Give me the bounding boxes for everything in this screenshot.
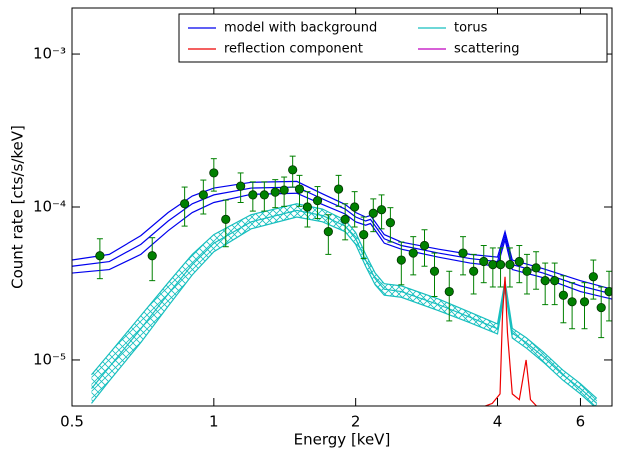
data-point (604, 286, 612, 297)
data-point (514, 256, 524, 267)
data-point (479, 256, 489, 267)
data-point (288, 165, 298, 175)
band-line (91, 216, 595, 406)
data-point (350, 202, 360, 212)
x-tick-label: 6 (576, 413, 586, 431)
data-point (340, 214, 350, 224)
data-point (408, 248, 418, 258)
data-point (198, 190, 208, 200)
data-point (531, 263, 541, 273)
data-point (95, 251, 105, 261)
data-point (444, 286, 454, 297)
x-axis-label: Energy [keV] (294, 431, 391, 449)
data-point (558, 290, 568, 300)
data-point (236, 181, 246, 191)
legend-label: scattering (454, 42, 520, 57)
model-line (483, 276, 538, 406)
band-line (91, 203, 598, 399)
data-point (221, 214, 231, 224)
data-point (323, 227, 333, 237)
legend: model with background torus reflection com… (178, 13, 608, 63)
data-point (579, 297, 590, 307)
legend-box (178, 13, 608, 63)
data-point (540, 276, 550, 286)
data-point (312, 196, 323, 206)
data-point (359, 230, 369, 240)
legend-label: model with background (224, 21, 377, 36)
data-point (458, 248, 468, 258)
data-point (334, 184, 344, 194)
data-point (180, 199, 190, 209)
data-point (567, 297, 577, 307)
data-point (488, 260, 498, 270)
data-point (259, 190, 269, 200)
legend-label: reflection component (224, 42, 363, 57)
data-point (429, 266, 440, 276)
data-point (396, 255, 406, 265)
data-point (495, 260, 506, 270)
data-point (248, 190, 258, 200)
x-tick-label: 1 (209, 413, 219, 431)
data-point (419, 240, 430, 251)
data-point (294, 184, 305, 194)
data-point (550, 276, 560, 286)
plot-area (72, 155, 612, 406)
data-point (368, 208, 378, 218)
data-point (596, 302, 606, 313)
band-fill (91, 203, 597, 406)
x-tick-label: 4 (493, 413, 503, 431)
data-point (385, 218, 395, 228)
data-point (469, 266, 479, 276)
data-point (147, 251, 157, 261)
y-axis-label: Count rate [cts/s/keV] (9, 125, 27, 289)
data-point (505, 260, 515, 270)
data-point (302, 202, 313, 212)
legend-label: torus (454, 21, 488, 36)
y-tick-label: 10⁻⁵ (33, 350, 66, 368)
y-tick-label: 10⁻⁴ (33, 198, 66, 216)
data-point (376, 205, 387, 215)
data-point (522, 266, 532, 276)
data-point (270, 187, 280, 197)
data-point (588, 272, 598, 282)
data-point (279, 185, 289, 195)
data-point (209, 168, 219, 178)
model-line (91, 209, 598, 404)
x-tick-label: 2 (351, 413, 361, 431)
y-tick-label: 10⁻³ (33, 45, 66, 63)
x-tick-label: 0.5 (60, 413, 84, 431)
band-line (72, 192, 612, 300)
